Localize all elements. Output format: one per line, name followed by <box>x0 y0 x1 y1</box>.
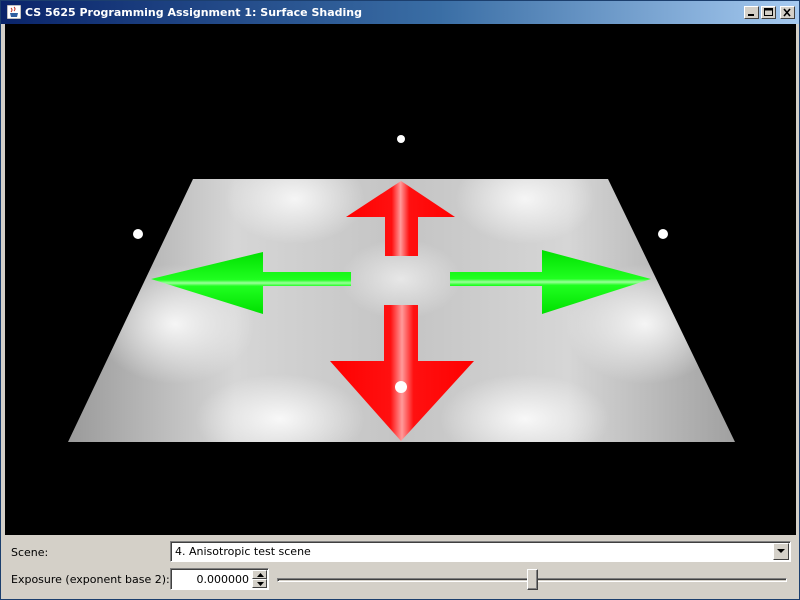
exposure-decrement-button[interactable] <box>252 579 267 588</box>
light-marker-left[interactable] <box>133 229 143 239</box>
window-title: CS 5625 Programming Assignment 1: Surfac… <box>25 6 362 19</box>
control-panel: Scene: 4. Anisotropic test scene Exposur… <box>1 535 799 599</box>
scene-selected-value: 4. Anisotropic test scene <box>175 545 311 558</box>
minimize-button[interactable] <box>744 6 759 19</box>
light-marker-center[interactable] <box>395 381 407 393</box>
scene-dropdown-button[interactable] <box>773 543 789 560</box>
exposure-increment-button[interactable] <box>252 570 267 579</box>
slider-thumb[interactable] <box>527 569 538 590</box>
maximize-icon <box>764 8 773 16</box>
java-cup-icon <box>6 4 22 20</box>
render-viewport[interactable] <box>5 24 796 535</box>
spin-up-icon <box>257 573 264 577</box>
scene-select[interactable]: 4. Anisotropic test scene <box>170 541 791 562</box>
right-arrow <box>450 250 651 314</box>
chevron-down-icon <box>777 549 785 553</box>
title-bar[interactable]: CS 5625 Programming Assignment 1: Surfac… <box>1 1 799 24</box>
minimize-icon <box>748 14 754 16</box>
light-marker-right[interactable] <box>658 229 668 239</box>
maximize-button[interactable] <box>761 6 776 19</box>
exposure-label: Exposure (exponent base 2): <box>11 573 170 586</box>
light-marker-top[interactable] <box>397 135 405 143</box>
up-arrow <box>346 181 455 256</box>
exposure-value[interactable]: 0.000000 <box>196 573 250 586</box>
close-icon <box>783 8 791 17</box>
left-arrow <box>151 252 351 314</box>
scene-label: Scene: <box>11 546 49 559</box>
scene-render <box>68 135 735 442</box>
exposure-spinner[interactable]: 0.000000 <box>170 568 269 590</box>
spin-down-icon <box>257 582 264 586</box>
down-arrow <box>330 305 474 441</box>
close-button[interactable] <box>780 6 795 19</box>
exposure-slider[interactable] <box>277 568 787 592</box>
